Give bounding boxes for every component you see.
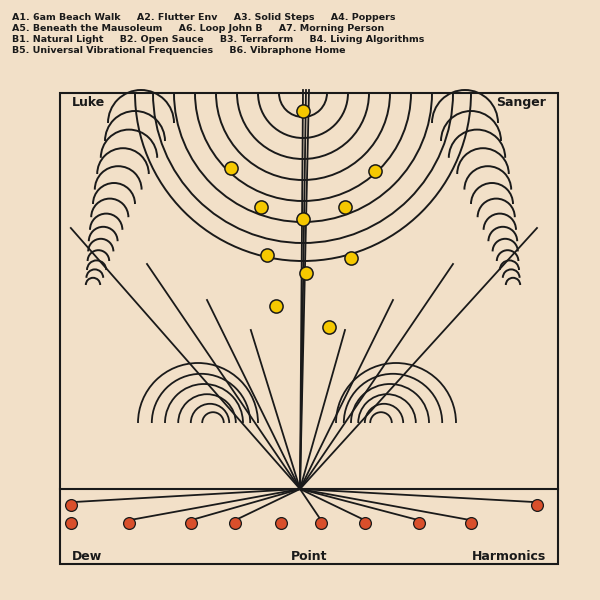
- Text: Luke: Luke: [72, 96, 105, 109]
- Text: B1. Natural Light     B2. Open Sauce     B3. Terraform     B4. Living Algorithms: B1. Natural Light B2. Open Sauce B3. Ter…: [12, 35, 424, 44]
- Text: A1. 6am Beach Walk     A2. Flutter Env     A3. Solid Steps     A4. Poppers: A1. 6am Beach Walk A2. Flutter Env A3. S…: [12, 13, 395, 22]
- Text: B5. Universal Vibrational Frequencies     B6. Vibraphone Home: B5. Universal Vibrational Frequencies B6…: [12, 46, 346, 55]
- Text: Sanger: Sanger: [496, 96, 546, 109]
- Text: A5. Beneath the Mausoleum     A6. Loop John B     A7. Morning Person: A5. Beneath the Mausoleum A6. Loop John …: [12, 24, 384, 33]
- Text: Dew: Dew: [72, 550, 102, 563]
- Text: Point: Point: [291, 550, 327, 563]
- Bar: [60, 93, 558, 564]
- Text: Harmonics: Harmonics: [472, 550, 546, 563]
